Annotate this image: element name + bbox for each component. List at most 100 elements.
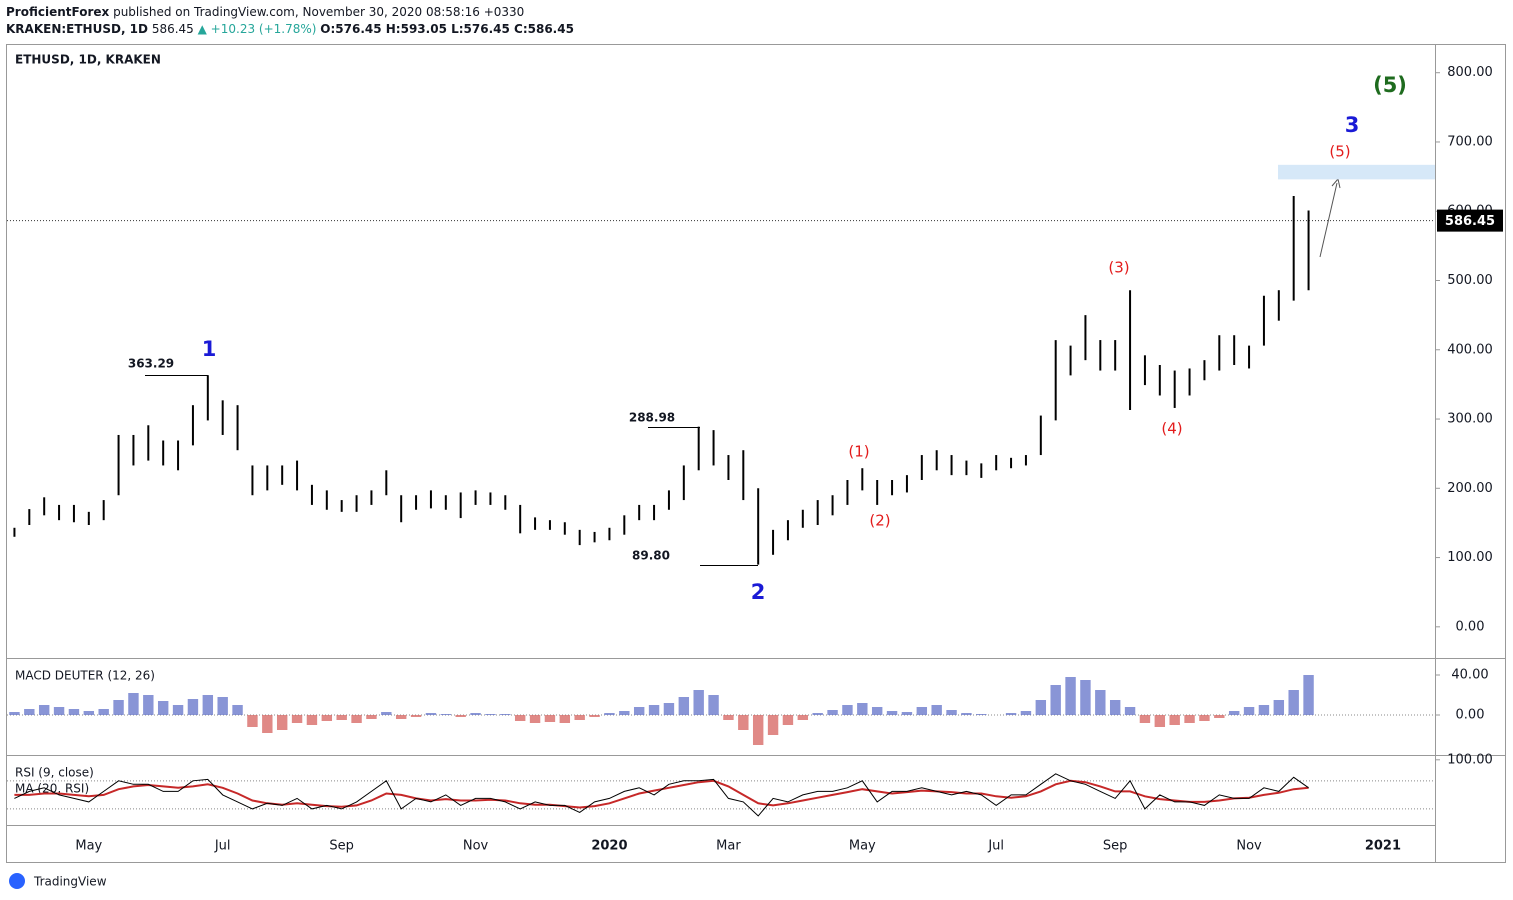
macd-bar (514, 715, 526, 721)
macd-bar (232, 705, 243, 715)
macd-bar (1228, 711, 1240, 715)
macd-bar (842, 705, 853, 715)
wave-label: (5) (1373, 73, 1407, 97)
x-tick-label: May (849, 839, 876, 854)
macd-bar (604, 713, 615, 715)
macd-bar (24, 709, 35, 715)
macd-bar (53, 707, 65, 715)
header-line: ProficientForex published on TradingView… (6, 5, 524, 19)
macd-bar (633, 707, 645, 715)
macd-bar (306, 715, 318, 725)
quote-line: KRAKEN:ETHUSD, 1D 586.45 ▲ +10.23 (+1.78… (6, 22, 574, 36)
macd-bar (931, 705, 942, 715)
macd-bar (1020, 711, 1032, 715)
macd-bar (1303, 675, 1314, 715)
footer: TradingView (33, 875, 107, 889)
macd-bar (500, 714, 511, 715)
x-tick-label: May (75, 839, 102, 854)
macd-bar (529, 715, 541, 723)
subwave-label: (5) (1329, 143, 1350, 161)
macd-bar (782, 715, 794, 725)
rsi-line (14, 773, 1309, 817)
pane-title: MACD DEUTER (12, 26) (15, 669, 155, 683)
last-price-label: 586.45 (1445, 214, 1495, 229)
macd-bar (767, 715, 779, 735)
macd-bar (544, 715, 556, 722)
logo (9, 873, 25, 889)
subwave-label: (4) (1161, 420, 1182, 438)
macd-bar (172, 705, 184, 715)
y-tick-label: 700.00 (1447, 134, 1493, 149)
macd-bar (871, 707, 883, 715)
macd-bar (143, 695, 154, 715)
macd-bar (589, 715, 600, 717)
macd-bar (1199, 715, 1210, 721)
macd-bar (678, 697, 690, 715)
macd-bar (619, 711, 630, 715)
price-label: 288.98 (629, 411, 675, 425)
macd-bar (1273, 700, 1285, 715)
x-tick-label: Nov (463, 839, 489, 854)
x-tick-label: Mar (716, 839, 741, 854)
macd-bar (1124, 707, 1136, 715)
macd-bar (113, 700, 124, 715)
macd-bar (440, 714, 452, 715)
x-tick-label: Sep (1103, 839, 1128, 854)
macd-bar (1080, 680, 1091, 715)
macd-bar (693, 690, 704, 715)
macd-bar (961, 713, 972, 715)
macd-bar (9, 712, 20, 715)
publisher: ProficientForex (6, 5, 110, 19)
macd-bar (708, 695, 719, 715)
symbol: KRAKEN:ETHUSD, 1D (6, 22, 148, 36)
macd-bar (1035, 700, 1047, 715)
macd-bar (1050, 685, 1061, 715)
macd-bar (738, 715, 749, 730)
macd-bar (574, 715, 585, 720)
subwave-label: (1) (848, 443, 869, 461)
macd-bar (38, 705, 50, 715)
macd-bar (1184, 715, 1195, 723)
x-tick-label: Sep (329, 839, 354, 854)
macd-bar (1065, 677, 1076, 715)
y-tick-label: 200.00 (1447, 481, 1493, 496)
y-tick-label: 300.00 (1447, 412, 1493, 427)
macd-bar (336, 715, 347, 720)
y-tick-label: 0.00 (1456, 619, 1485, 634)
rsi-line (14, 779, 1309, 809)
macd-bar (1154, 715, 1166, 727)
x-tick-label: Jul (987, 839, 1004, 854)
macd-bar (83, 711, 95, 715)
macd-bar (1243, 707, 1255, 715)
y-tick-label: 500.00 (1447, 273, 1493, 288)
macd-bar (1139, 715, 1151, 723)
macd-bar (485, 714, 496, 715)
macd-bar (1258, 705, 1270, 715)
macd-bar (366, 715, 377, 719)
subwave-label: (3) (1108, 259, 1129, 277)
y-tick-label: 100.00 (1447, 550, 1493, 565)
macd-bar (1169, 715, 1180, 725)
macd-bar (68, 709, 80, 715)
macd-bar (1109, 700, 1121, 715)
macd-bar (455, 715, 466, 717)
x-tick-label: Jul (214, 839, 231, 854)
subwave-label: (2) (869, 512, 890, 530)
macd-bar (202, 695, 214, 715)
macd-bar (217, 697, 228, 715)
macd-bar (351, 715, 362, 723)
macd-bar (559, 715, 571, 723)
macd-bar (128, 693, 139, 715)
macd-bar (187, 699, 199, 715)
arrow (1319, 182, 1338, 258)
macd-bar (752, 715, 764, 745)
wave-label: 1 (202, 337, 217, 361)
macd-bar (425, 713, 437, 715)
y-tick-label: 400.00 (1447, 342, 1493, 357)
macd-bar (1288, 690, 1299, 715)
macd-bar (663, 703, 675, 715)
y-tick-label: 100.00 (1447, 752, 1493, 767)
last-price-box (1437, 209, 1503, 232)
